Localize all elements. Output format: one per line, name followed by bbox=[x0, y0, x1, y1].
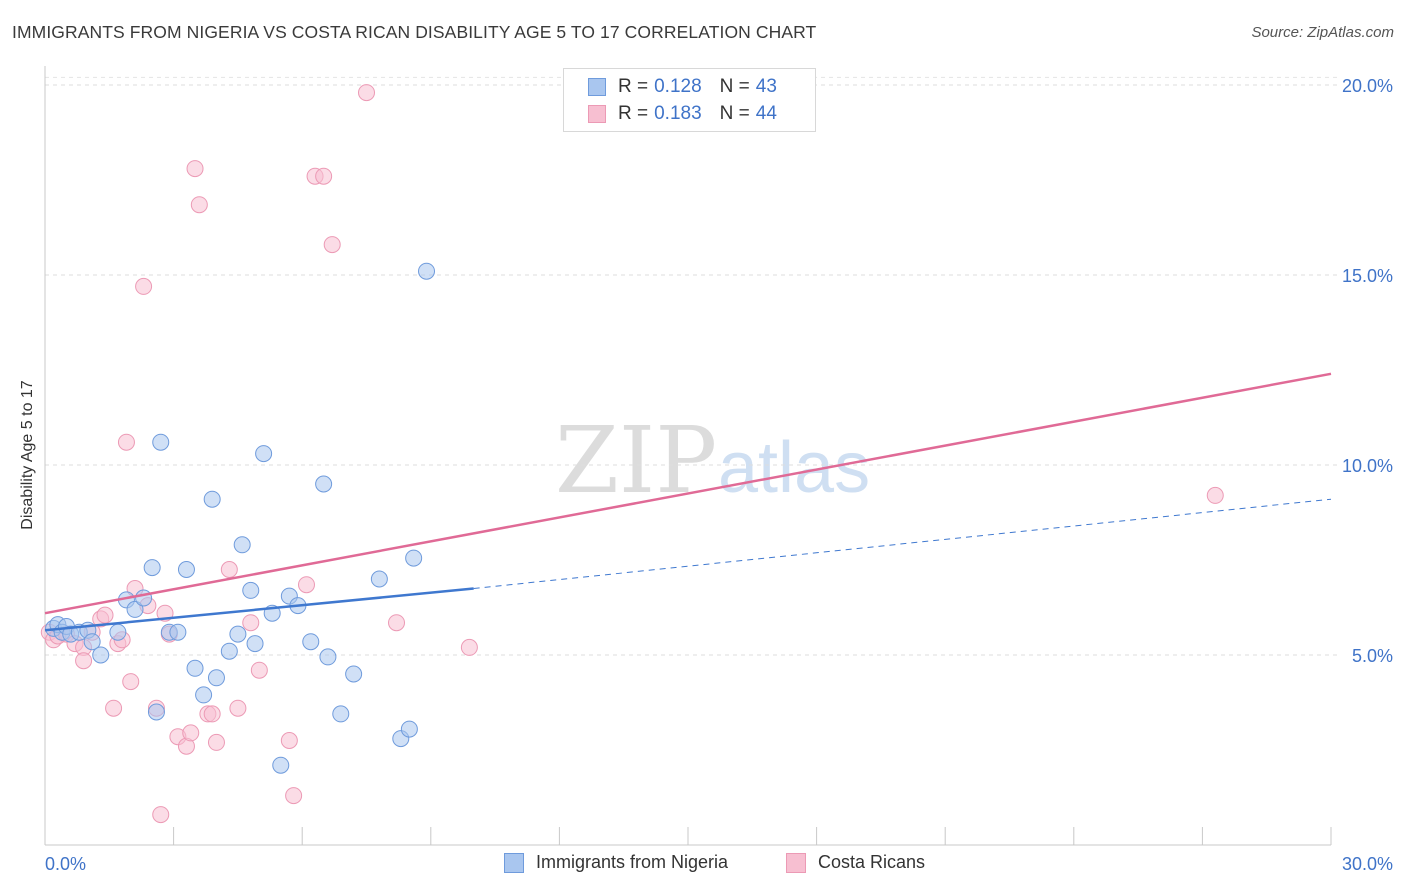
n-value: 44 bbox=[755, 103, 777, 124]
nigeria-point bbox=[195, 686, 213, 704]
costa-rica-point bbox=[285, 787, 303, 805]
costa-rica-point bbox=[117, 433, 135, 451]
nigeria-point bbox=[92, 646, 110, 664]
n-label: N = bbox=[719, 103, 750, 124]
r-label: R = bbox=[618, 103, 649, 124]
costa-rica-point bbox=[323, 236, 341, 254]
chart-title: IMMIGRANTS FROM NIGERIA VS COSTA RICAN D… bbox=[12, 22, 817, 42]
y-tick-label: 5.0% bbox=[1352, 646, 1393, 666]
nigeria-point bbox=[332, 705, 350, 723]
n-value: 43 bbox=[755, 76, 777, 97]
nigeria-point bbox=[302, 633, 320, 651]
costa-rica-swatch bbox=[588, 105, 606, 123]
nigeria-legend-swatch bbox=[504, 852, 524, 873]
costa-rica-point bbox=[122, 673, 140, 691]
costa-rica-point bbox=[105, 699, 123, 717]
costa-rica-point bbox=[315, 167, 333, 185]
nigeria-point bbox=[319, 648, 337, 666]
costa-rica-point bbox=[1206, 486, 1224, 504]
nigeria-point bbox=[233, 536, 251, 554]
costa-rica-point bbox=[203, 705, 221, 723]
costa-rica-point bbox=[182, 724, 200, 742]
nigeria-point bbox=[229, 625, 247, 643]
correlation-legend: R = 0.128 N = 43 R = 0.183 N = 44 bbox=[563, 68, 816, 132]
legend-row-costa-rica: R = 0.183 N = 44 bbox=[588, 103, 777, 125]
series-legend: Immigrants from Nigeria Costa Ricans bbox=[0, 852, 1406, 876]
source-label: Source: ZipAtlas.com bbox=[1251, 24, 1394, 41]
x-tick-label: 30.0% bbox=[1342, 854, 1393, 874]
costa-rica-point bbox=[186, 160, 204, 178]
costa-rica-legend-swatch bbox=[786, 852, 806, 873]
nigeria-point bbox=[207, 669, 225, 687]
legend-label-nigeria: Immigrants from Nigeria bbox=[536, 852, 729, 872]
costa-rica-point bbox=[229, 699, 247, 717]
nigeria-point bbox=[246, 635, 264, 653]
nigeria-trendline bbox=[44, 587, 474, 632]
nigeria-swatch bbox=[588, 78, 606, 96]
nigeria-point bbox=[242, 581, 260, 599]
legend-row-nigeria: R = 0.128 N = 43 bbox=[588, 76, 777, 98]
costa-rica-point bbox=[96, 606, 114, 624]
costa-rica-trendline bbox=[44, 372, 1332, 615]
legend-label-costa-rica: Costa Ricans bbox=[818, 852, 926, 872]
costa-rica-point bbox=[75, 652, 93, 670]
nigeria-point bbox=[418, 262, 436, 280]
costa-rica-point bbox=[388, 614, 406, 632]
r-value: 0.128 bbox=[654, 76, 702, 97]
n-label: N = bbox=[719, 76, 750, 97]
nigeria-point bbox=[147, 703, 165, 721]
costa-rica-point bbox=[135, 277, 153, 295]
r-label: R = bbox=[618, 76, 649, 97]
nigeria-point bbox=[186, 659, 204, 677]
nigeria-point bbox=[152, 433, 170, 451]
nigeria-point bbox=[400, 720, 418, 738]
nigeria-trendline-extension bbox=[473, 498, 1332, 589]
costa-rica-point bbox=[152, 806, 170, 824]
nigeria-point bbox=[83, 633, 101, 651]
nigeria-point bbox=[109, 623, 127, 641]
nigeria-point bbox=[405, 549, 423, 567]
costa-rica-point bbox=[250, 661, 268, 679]
legend-item-costa-rica[interactable]: Costa Ricans bbox=[786, 852, 925, 873]
y-axis-label: Disability Age 5 to 17 bbox=[19, 380, 36, 530]
nigeria-point bbox=[255, 445, 273, 463]
x-tick-label: 0.0% bbox=[45, 854, 86, 874]
nigeria-point bbox=[345, 665, 363, 683]
nigeria-point bbox=[272, 756, 290, 774]
costa-rica-point bbox=[460, 638, 478, 656]
watermark-zip: ZIP bbox=[555, 407, 717, 514]
watermark-atlas: atlas bbox=[718, 428, 870, 508]
costa-rica-point bbox=[242, 614, 260, 632]
nigeria-point bbox=[135, 589, 153, 607]
nigeria-point bbox=[169, 623, 187, 641]
nigeria-point bbox=[143, 559, 161, 577]
nigeria-point bbox=[370, 570, 388, 588]
legend-item-nigeria[interactable]: Immigrants from Nigeria bbox=[504, 852, 728, 873]
nigeria-point bbox=[220, 642, 238, 660]
y-tick-label: 10.0% bbox=[1342, 456, 1393, 476]
nigeria-point bbox=[315, 475, 333, 493]
nigeria-point bbox=[203, 490, 221, 508]
costa-rica-point bbox=[207, 733, 225, 751]
costa-rica-point bbox=[358, 84, 375, 102]
y-tick-label: 15.0% bbox=[1342, 266, 1393, 286]
r-value: 0.183 bbox=[654, 103, 702, 124]
nigeria-point bbox=[177, 561, 195, 578]
costa-rica-point bbox=[280, 732, 298, 749]
costa-rica-point bbox=[220, 561, 238, 578]
costa-rica-point bbox=[190, 196, 208, 214]
y-tick-label: 20.0% bbox=[1342, 76, 1393, 96]
costa-rica-point bbox=[297, 576, 315, 594]
nigeria-point bbox=[126, 600, 144, 618]
